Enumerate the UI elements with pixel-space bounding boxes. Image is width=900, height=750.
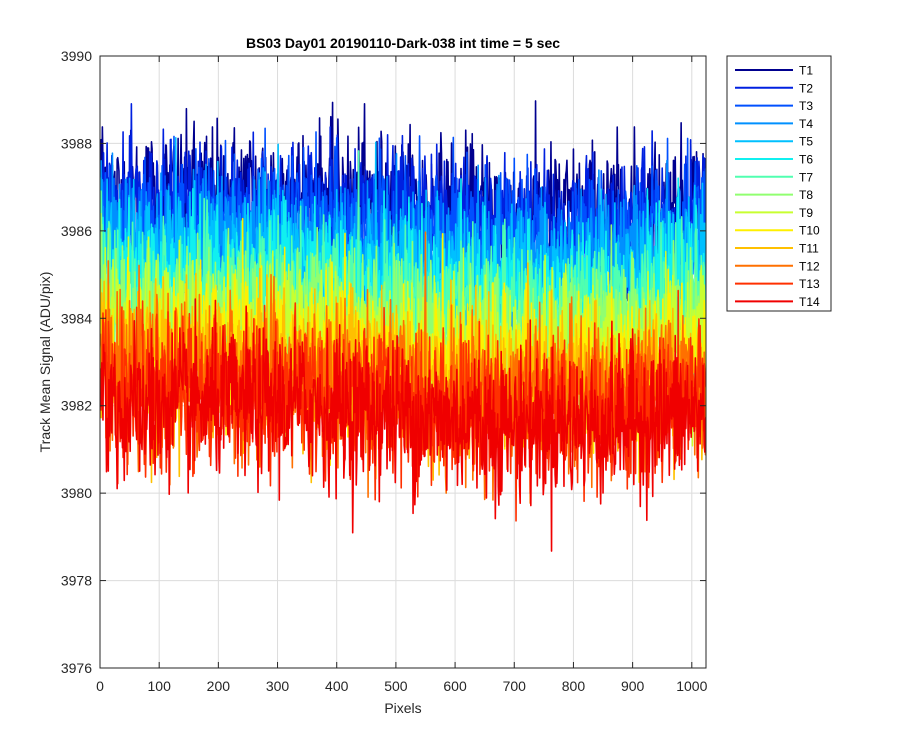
y-tick-label: 3988 [61, 135, 92, 151]
x-tick-label: 500 [384, 678, 408, 694]
y-tick-label: 3980 [61, 485, 92, 501]
legend: T1 T2 T3 T4 T5 T6 T7 T8 T9 T10 T11 T12 T13 T14 [726, 55, 832, 312]
x-tick-label: 700 [503, 678, 527, 694]
x-axis-label: Pixels [384, 700, 421, 716]
x-tick-label: 200 [207, 678, 231, 694]
series-line-t14 [100, 298, 706, 552]
legend-label-t8: T8 [799, 188, 813, 202]
x-tick-label: 0 [96, 678, 104, 694]
y-tick-label: 3984 [61, 310, 92, 326]
chart-title: BS03 Day01 20190110-Dark-038 int time = … [246, 35, 560, 51]
tick-layer: 0 100 200 300 400 500 600 700 800 900 1000 3976 3978… [61, 48, 708, 694]
legend-label-t4: T4 [799, 117, 813, 131]
x-tick-label: 900 [621, 678, 645, 694]
plot-area: 0 100 200 300 400 500 600 700 800 900 1000 3976 3978… [61, 48, 708, 694]
y-tick-label: 3978 [61, 573, 92, 589]
series-layer [100, 100, 706, 552]
x-tick-label: 1000 [676, 678, 707, 694]
y-tick-label: 3986 [61, 223, 92, 239]
y-tick-label: 3982 [61, 398, 92, 414]
legend-label-t12: T12 [799, 259, 820, 273]
x-tick-label: 800 [562, 678, 586, 694]
legend-label-t5: T5 [799, 135, 813, 149]
y-axis-label: Track Mean Signal (ADU/pix) [37, 272, 53, 453]
legend-label-t11: T11 [799, 242, 819, 256]
x-tick-label: 300 [266, 678, 290, 694]
legend-items: T1 T2 T3 T4 T5 T6 T7 T8 T9 T10 T11 T12 T13 T14 [735, 64, 820, 309]
y-tick-label: 3976 [61, 660, 92, 676]
legend-label-t9: T9 [799, 206, 813, 220]
legend-label-t14: T14 [799, 295, 820, 309]
legend-label-t3: T3 [799, 99, 813, 113]
legend-label-t6: T6 [799, 153, 813, 167]
legend-label-t10: T10 [799, 224, 820, 238]
legend-box [726, 55, 832, 312]
x-tick-label: 400 [325, 678, 349, 694]
legend-label-t7: T7 [799, 170, 813, 184]
x-tick-label: 100 [148, 678, 172, 694]
plot-frame [99, 55, 707, 669]
legend-label-t2: T2 [799, 81, 813, 95]
legend-label-t13: T13 [799, 277, 820, 291]
y-tick-label: 3990 [61, 48, 92, 64]
legend-label-t1: T1 [799, 64, 813, 78]
x-tick-label: 600 [443, 678, 467, 694]
